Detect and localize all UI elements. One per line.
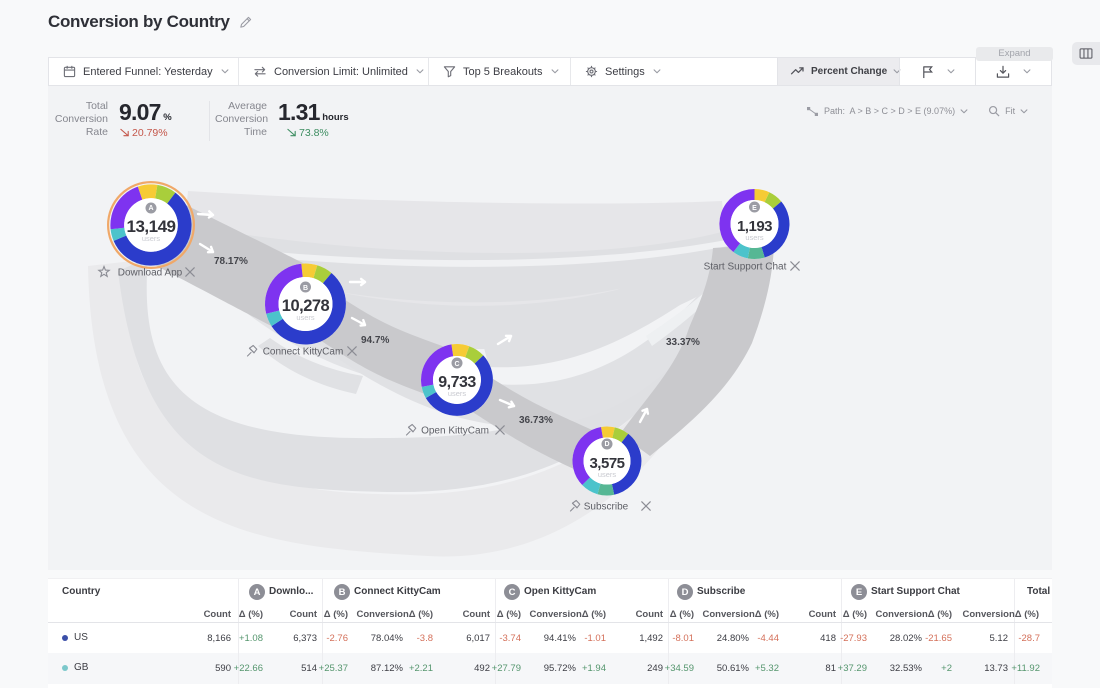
svg-text:users: users [745, 233, 764, 242]
svg-text:9,733: 9,733 [438, 374, 476, 391]
svg-text:13,149: 13,149 [127, 217, 176, 236]
svg-text:C: C [454, 361, 459, 368]
svg-text:users: users [598, 470, 617, 479]
svg-text:E: E [752, 205, 757, 212]
svg-text:A: A [148, 205, 153, 212]
svg-text:78.17%: 78.17% [214, 256, 248, 267]
svg-text:users: users [296, 313, 315, 322]
svg-text:Open KittyCam: Open KittyCam [421, 426, 489, 437]
svg-text:D: D [604, 441, 609, 448]
svg-text:3,575: 3,575 [589, 455, 624, 472]
svg-text:users: users [448, 389, 467, 398]
svg-text:users: users [142, 234, 161, 243]
svg-text:Connect KittyCam: Connect KittyCam [263, 347, 344, 358]
svg-text:33.37%: 33.37% [666, 337, 700, 348]
svg-text:B: B [303, 285, 308, 292]
svg-text:1,193: 1,193 [737, 218, 772, 235]
svg-text:10,278: 10,278 [282, 297, 330, 315]
svg-text:36.73%: 36.73% [519, 415, 553, 426]
svg-text:Download App: Download App [118, 268, 183, 279]
svg-text:Subscribe: Subscribe [584, 502, 629, 513]
svg-text:94.7%: 94.7% [361, 335, 389, 346]
svg-text:Start Support Chat: Start Support Chat [704, 262, 787, 273]
